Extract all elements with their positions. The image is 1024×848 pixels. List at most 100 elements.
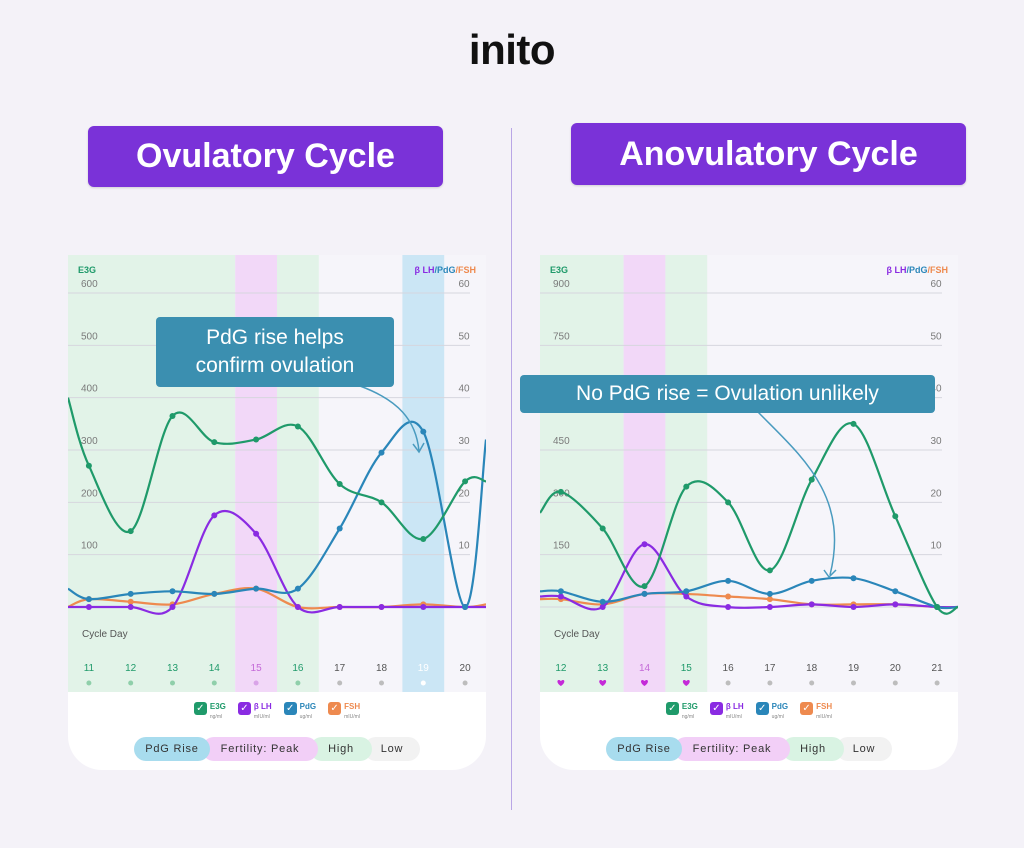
checkbox-icon[interactable]: ✓ — [283, 702, 297, 715]
pill-pdg-rise: PdG Rise — [134, 737, 210, 761]
checkbox-icon[interactable]: ✓ — [665, 702, 679, 715]
data-point — [892, 601, 899, 608]
pill-fertility-peak: Fertility: Peak — [202, 737, 318, 761]
x-tick-label: 17 — [334, 663, 346, 674]
legend-unit: ng/ml — [209, 714, 223, 720]
checkbox-icon[interactable]: ✓ — [328, 702, 342, 715]
phase-legend: PdG Rise Fertility: Peak High Low — [68, 737, 486, 761]
phase-band-peak — [623, 255, 666, 692]
right-tick-label: 10 — [458, 541, 470, 552]
legend-unit: ng/ml — [681, 714, 695, 720]
x-axis-label: Cycle Day — [554, 629, 600, 640]
data-point — [683, 483, 690, 490]
right-tick-label: 50 — [930, 331, 942, 342]
legend-card: ✓ E3G ng/ml ✓ β LH mIU/ml ✓ PdG ug/ml ✓ FSH… — [540, 692, 958, 770]
checkbox-icon[interactable]: ✓ — [800, 702, 814, 715]
data-point — [641, 583, 648, 590]
left-tick-label: 450 — [553, 436, 570, 447]
data-point — [127, 528, 134, 535]
data-point — [557, 593, 564, 600]
data-point — [420, 428, 427, 435]
legend-item-fsh[interactable]: ✓ FSH mIU/ml — [328, 702, 360, 721]
data-point — [725, 577, 732, 584]
right-axis-label-part: /PdG — [434, 265, 455, 275]
x-tick-label: 15 — [251, 663, 263, 674]
legend-item-pdg[interactable]: ✓ PdG ug/ml — [755, 702, 789, 721]
checkbox-icon[interactable]: ✓ — [755, 702, 769, 715]
right-tick-label: 10 — [930, 541, 942, 552]
checkbox-icon[interactable]: ✓ — [193, 702, 207, 715]
data-point — [808, 476, 815, 483]
legend-item-fsh[interactable]: ✓ FSH mIU/ml — [800, 702, 832, 721]
arrow-head-icon — [823, 569, 837, 579]
data-point — [253, 436, 260, 443]
left-tick-label: 200 — [81, 488, 98, 499]
data-point — [127, 598, 134, 605]
data-point — [294, 604, 301, 610]
legend-unit: ug/ml — [771, 714, 784, 720]
left-tick-label: 300 — [81, 436, 98, 447]
brand-logo: inito — [468, 26, 556, 73]
left-tick-label: 100 — [81, 541, 98, 552]
legend-label: FSH — [344, 702, 361, 711]
data-point — [420, 604, 427, 610]
legend-item-pdg[interactable]: ✓ PdG ug/ml — [283, 702, 316, 721]
day-marker-dot — [170, 680, 175, 686]
callout-line-1: PdG rise helps — [206, 326, 344, 349]
pill-high: High — [782, 737, 844, 761]
panel-divider — [511, 128, 512, 810]
left-tick-label: 750 — [553, 331, 570, 342]
data-point — [253, 585, 260, 592]
data-point — [808, 601, 815, 608]
day-marker-dot — [809, 680, 815, 686]
day-marker-dot — [420, 680, 426, 686]
x-tick-label: 18 — [806, 663, 818, 674]
legend-item-e3g[interactable]: ✓ E3G ng/ml — [665, 702, 698, 721]
x-tick-label: 18 — [376, 663, 388, 674]
callout-arrow — [757, 411, 836, 576]
data-point — [462, 478, 469, 485]
data-point — [892, 588, 899, 595]
callout-line-2: confirm ovulation — [195, 354, 355, 377]
heart-icon — [641, 679, 648, 686]
data-point — [169, 588, 176, 595]
day-marker-dot — [462, 680, 468, 686]
anovulatory-callout: No PdG rise = Ovulation unlikely — [520, 375, 935, 413]
day-marker-dot — [892, 680, 898, 686]
data-point — [211, 590, 218, 597]
legend-unit: mIU/ml — [725, 714, 742, 720]
anovulatory-cycle-title: Anovulatory Cycle — [571, 123, 966, 185]
checkbox-icon[interactable]: ✓ — [709, 702, 723, 715]
data-point — [766, 596, 773, 603]
right-tick-label: 40 — [930, 384, 942, 395]
data-point — [850, 604, 857, 610]
right-tick-label: 40 — [458, 384, 470, 395]
right-axis-label-part: β LH — [886, 265, 906, 275]
data-point — [462, 604, 469, 610]
data-point — [641, 541, 648, 548]
x-tick-label: 13 — [597, 663, 609, 674]
right-tick-label: 60 — [458, 279, 470, 290]
legend-item-lh[interactable]: ✓ β LH mIU/ml — [709, 702, 744, 721]
x-tick-label: 12 — [125, 663, 137, 674]
legend-item-e3g[interactable]: ✓ E3G ng/ml — [193, 702, 226, 721]
data-point — [85, 596, 92, 603]
day-marker-dot — [725, 680, 731, 686]
data-point — [557, 588, 564, 595]
legend-label: PdG — [771, 702, 789, 711]
data-point — [599, 604, 606, 610]
data-point — [557, 488, 564, 495]
left-tick-label: 600 — [81, 279, 98, 290]
right-axis-label-part: β LH — [414, 265, 434, 275]
checkbox-icon[interactable]: ✓ — [237, 702, 251, 715]
x-tick-label: 19 — [418, 663, 430, 674]
x-tick-label: 11 — [84, 663, 95, 674]
data-point — [211, 512, 218, 519]
day-marker-dot — [86, 680, 92, 686]
data-point — [378, 604, 385, 610]
left-axis-label: E3G — [78, 265, 96, 275]
data-point — [808, 577, 815, 584]
legend-item-lh[interactable]: ✓ β LH mIU/ml — [237, 702, 272, 721]
right-tick-label: 30 — [458, 436, 470, 447]
data-point — [641, 590, 648, 597]
